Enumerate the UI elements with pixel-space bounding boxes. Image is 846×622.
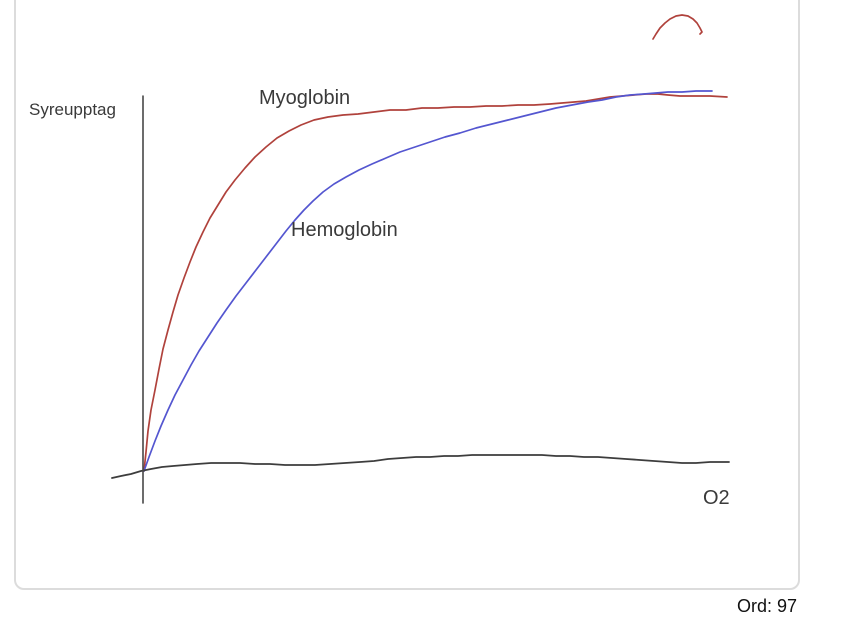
x-axis-label: O2 — [703, 487, 730, 509]
myoglobin-curve-label: Myoglobin — [259, 87, 351, 109]
hemoglobin-curve-label: Hemoglobin — [291, 219, 398, 241]
word-count-badge[interactable]: Ord: 97 — [737, 596, 798, 616]
y-axis-label: Syreupptag — [29, 100, 116, 119]
drawing-canvas[interactable] — [14, 0, 800, 590]
